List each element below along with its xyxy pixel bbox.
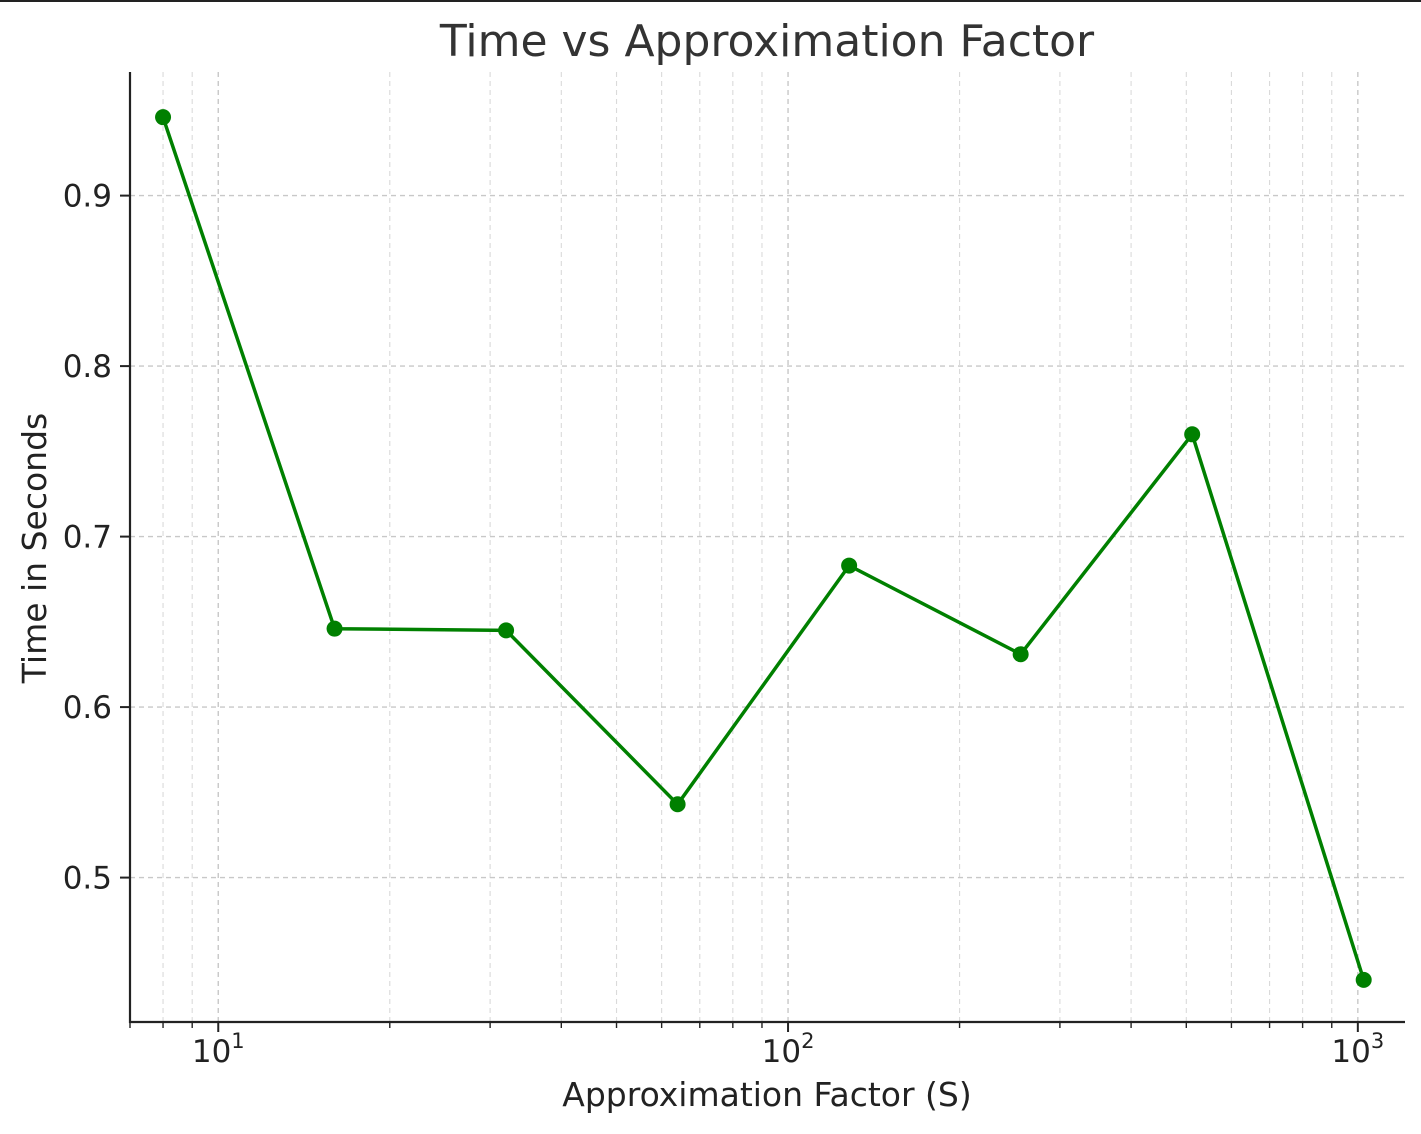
x-axis-label: Approximation Factor (S) bbox=[562, 1075, 971, 1114]
data-point bbox=[841, 557, 858, 574]
data-point bbox=[1184, 426, 1201, 443]
data-point bbox=[1355, 971, 1372, 988]
y-tick-label: 0.6 bbox=[63, 690, 112, 726]
x-tick-label: 101 bbox=[192, 1029, 245, 1070]
series bbox=[155, 109, 1372, 988]
x-tick-label: 103 bbox=[1331, 1029, 1384, 1070]
series-line bbox=[161, 116, 1366, 981]
ticks: 0.5 0.6 0.7 0.8 0.9 101 102 103 bbox=[63, 179, 1385, 1070]
data-point bbox=[498, 622, 515, 639]
x-tick-label: 102 bbox=[762, 1029, 815, 1070]
chart-title: Time vs Approximation Factor bbox=[439, 16, 1095, 67]
grid bbox=[129, 72, 1405, 1022]
y-tick-label: 0.7 bbox=[63, 520, 112, 556]
data-point bbox=[1012, 646, 1029, 663]
y-tick-label: 0.5 bbox=[63, 861, 112, 897]
axes bbox=[128, 72, 1405, 1024]
y-axis-label: Time in Seconds bbox=[15, 413, 54, 684]
data-point bbox=[155, 109, 172, 126]
data-point bbox=[326, 620, 343, 637]
y-tick-label: 0.8 bbox=[63, 349, 112, 385]
top-border bbox=[0, 0, 1421, 2]
y-tick-label: 0.9 bbox=[63, 179, 112, 215]
data-point bbox=[669, 796, 686, 813]
